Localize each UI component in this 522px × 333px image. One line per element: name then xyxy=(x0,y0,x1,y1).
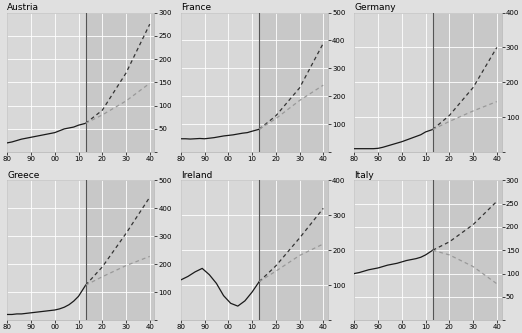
Text: Ireland: Ireland xyxy=(181,171,212,180)
Text: Italy: Italy xyxy=(354,171,374,180)
Bar xyxy=(259,13,328,152)
Bar xyxy=(86,13,155,152)
Text: Greece: Greece xyxy=(7,171,40,180)
Bar xyxy=(433,13,502,152)
Bar xyxy=(433,180,502,320)
Text: Austria: Austria xyxy=(7,3,39,12)
Text: Germany: Germany xyxy=(354,3,396,12)
Text: France: France xyxy=(181,3,211,12)
Bar xyxy=(86,180,155,320)
Bar xyxy=(259,180,328,320)
